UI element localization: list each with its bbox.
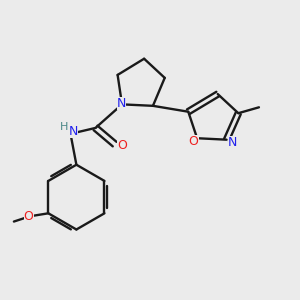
Text: N: N	[117, 97, 126, 110]
Text: N: N	[228, 136, 237, 148]
Text: O: O	[24, 210, 34, 223]
Text: O: O	[117, 139, 127, 152]
Text: H: H	[60, 122, 68, 132]
Text: O: O	[189, 135, 199, 148]
Text: N: N	[69, 125, 78, 138]
